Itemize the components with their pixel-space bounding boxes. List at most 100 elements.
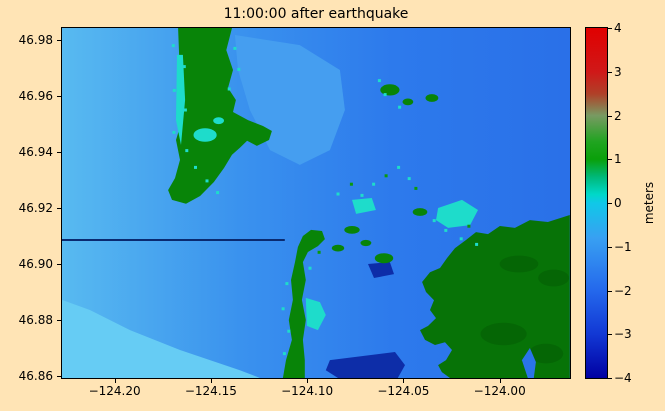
land-shade [528, 343, 564, 364]
shore-speckle [308, 266, 312, 270]
y-tick-label: 46.86 [18, 369, 53, 383]
y-tick-label: 46.94 [18, 145, 53, 159]
shore-speckle [349, 182, 353, 186]
shore-speckle [377, 79, 381, 83]
y-tick-label: 46.88 [18, 313, 53, 327]
shore-speckle [227, 87, 231, 91]
colorbar-tick-label: −2 [614, 283, 632, 298]
x-tick-mark [307, 379, 309, 383]
shore-speckle [317, 250, 321, 254]
tidal-flat [305, 297, 326, 331]
shore-speckle [432, 219, 436, 223]
shore-speckle [383, 93, 387, 97]
x-tick-mark [403, 379, 405, 383]
land-shade [480, 322, 527, 346]
island [374, 253, 394, 264]
x-tick-mark [499, 379, 501, 383]
east-shore-land [420, 215, 570, 378]
shore-speckle [407, 177, 411, 181]
shore-speckle [233, 46, 237, 50]
x-tick-label: −124.00 [473, 384, 526, 398]
tidal-pond [193, 128, 217, 142]
south-spit-land [282, 229, 325, 378]
colorbar-tick-label: −3 [614, 327, 632, 342]
deep-channel-patch [325, 352, 405, 378]
shore-speckle [287, 329, 291, 333]
colorbar [585, 27, 608, 379]
island [425, 94, 439, 102]
y-tick-mark [57, 152, 61, 153]
shore-speckle [475, 242, 479, 246]
colorbar-tick-label: −4 [614, 371, 632, 385]
y-tick-label: 46.92 [18, 201, 53, 215]
shore-speckle [171, 44, 175, 48]
shore-speckle [172, 88, 176, 92]
y-tick-mark [57, 40, 61, 41]
tidal-flat [436, 199, 478, 228]
y-tick-mark [57, 208, 61, 209]
shore-speckle [384, 174, 388, 178]
shore-speckle [172, 130, 176, 134]
shore-speckle [336, 192, 340, 196]
shore-speckle [397, 165, 401, 169]
land-shade [499, 255, 539, 273]
island [360, 239, 372, 247]
colorbar-tick-mark [608, 71, 612, 73]
land-shade [538, 269, 569, 287]
shallow-water-patch [62, 299, 260, 378]
shore-speckle [185, 149, 189, 153]
shore-speckle [459, 237, 463, 241]
shore-speckle [281, 307, 285, 311]
shore-speckle [216, 191, 220, 195]
x-tick-mark [114, 379, 116, 383]
y-tick-mark [57, 376, 61, 377]
colorbar-tick-mark [608, 378, 612, 379]
plot-area [61, 27, 571, 379]
colorbar-tick-mark [608, 334, 612, 336]
island [402, 98, 414, 106]
island [380, 84, 400, 96]
island [344, 226, 360, 234]
map-canvas [62, 28, 570, 378]
colorbar-tick-label: 2 [614, 108, 622, 123]
x-tick-mark [210, 379, 212, 383]
island [331, 244, 345, 252]
y-tick-mark [57, 320, 61, 321]
shore-speckle [285, 282, 289, 286]
tidal-flat [352, 198, 376, 214]
colorbar-tick-mark [608, 290, 612, 292]
colorbar-tick-label: 4 [614, 21, 622, 35]
colorbar-tick-label: 1 [614, 152, 622, 167]
tidal-pond [213, 117, 225, 125]
shore-speckle [360, 193, 364, 197]
shore-speckle [194, 165, 197, 169]
y-tick-mark [57, 264, 61, 265]
colorbar-tick-mark [608, 246, 612, 248]
north-peninsula-land [168, 28, 272, 204]
x-tick-label: −124.05 [377, 384, 430, 398]
river-inlet [521, 348, 536, 378]
colorbar-label: meters [642, 181, 656, 225]
colorbar-tick-label: 0 [614, 196, 622, 210]
y-tick-label: 46.96 [18, 89, 53, 103]
shore-speckle [182, 65, 186, 69]
shore-speckle [372, 182, 376, 186]
island [412, 208, 428, 216]
colorbar-tick-label: 3 [614, 64, 622, 79]
colorbar-tick-label: −1 [614, 239, 632, 254]
shore-speckle [205, 179, 209, 183]
chart-title: 11:00:00 after earthquake [223, 6, 409, 22]
shore-speckle [444, 228, 448, 232]
x-tick-label: −124.20 [88, 384, 141, 398]
x-tick-label: −124.15 [184, 384, 237, 398]
colorbar-tick-mark [608, 203, 612, 204]
shore-speckle [398, 105, 402, 109]
shore-speckle [183, 108, 187, 112]
shore-speckle [414, 186, 418, 190]
y-tick-mark [57, 96, 61, 97]
shore-speckle [467, 224, 471, 228]
tidal-flat [176, 54, 186, 145]
shore-speckle [237, 67, 241, 71]
colorbar-tick-mark [608, 28, 612, 29]
